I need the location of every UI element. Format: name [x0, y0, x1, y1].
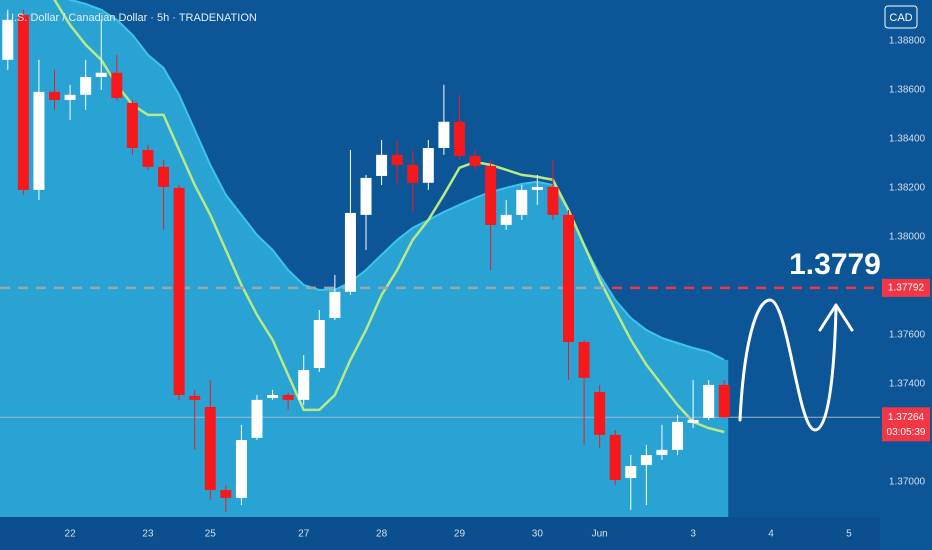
candle-body	[718, 384, 730, 418]
x-tick-label: Jun	[592, 529, 608, 540]
candle-body	[453, 121, 465, 156]
candle-body	[267, 394, 279, 398]
candle-body	[578, 342, 590, 378]
candle-body	[173, 187, 185, 395]
candle-body	[17, 14, 29, 190]
candle-body	[158, 166, 170, 187]
candle-body	[656, 449, 668, 456]
x-tick-label: 3	[690, 529, 696, 540]
chart-header: U.S. Dollar / Canadian Dollar · 5h · TRA…	[6, 12, 257, 24]
x-tick-label: 27	[298, 529, 310, 540]
candle-body	[298, 369, 310, 400]
candle-body	[49, 91, 61, 100]
candle-body	[438, 121, 450, 148]
x-tick-label: 25	[205, 529, 217, 540]
candle-body	[469, 155, 481, 166]
y-tick-label: 1.37000	[889, 477, 926, 488]
x-tick-label: 29	[454, 529, 466, 540]
resistance-annotation: 1.3779	[789, 248, 881, 281]
x-tick-label: 28	[376, 529, 388, 540]
candle-body	[64, 94, 76, 100]
candle-body	[625, 466, 637, 479]
y-tick-label: 1.38000	[889, 232, 926, 243]
candle-body	[282, 394, 294, 400]
candle-body	[407, 164, 419, 183]
candle-body	[640, 455, 652, 466]
x-tick-label: 22	[65, 529, 77, 540]
moving-average	[53, 0, 725, 434]
candle-body	[111, 72, 123, 99]
candle-body	[485, 165, 497, 225]
candle-body	[329, 291, 341, 319]
candle-body	[313, 320, 325, 369]
candle-body	[672, 421, 684, 450]
y-tick-label: 1.38600	[889, 85, 926, 96]
candle-body	[516, 189, 528, 215]
candle-body	[204, 406, 216, 491]
candle-body	[95, 72, 107, 77]
candle-body	[500, 214, 512, 225]
candle-body	[251, 399, 263, 438]
band-upper-line	[67, 0, 725, 361]
candle-body	[531, 186, 543, 190]
wave-path	[738, 298, 838, 432]
candle-body	[391, 154, 403, 165]
candle-body	[126, 102, 138, 148]
candle-body	[344, 212, 356, 292]
y-tick-label: 1.37400	[889, 379, 926, 390]
candle-body	[220, 490, 232, 498]
hand-drawn-arrow	[738, 298, 854, 432]
last-price-label: 1.37264	[888, 412, 925, 423]
candle-body	[547, 186, 559, 215]
candle-body	[609, 434, 621, 481]
candle-body	[2, 19, 14, 60]
candle-body	[33, 91, 45, 190]
x-tick-label: 30	[532, 529, 544, 540]
y-tick-label: 1.38800	[889, 36, 926, 47]
candle-body	[562, 214, 574, 343]
candle-body	[376, 154, 388, 176]
y-tick-label: 1.38200	[889, 183, 926, 194]
x-tick-label: 5	[846, 529, 852, 540]
candle-body	[142, 149, 154, 167]
candle-body	[687, 419, 699, 423]
plot-area	[0, 0, 880, 517]
x-tick-label: 4	[768, 529, 774, 540]
currency-button[interactable]: CAD	[884, 5, 918, 29]
arrow-head	[818, 303, 854, 332]
y-tick-label: 1.37600	[889, 330, 926, 341]
button-label[interactable]: CAD	[889, 12, 912, 24]
resistance-label-box	[882, 278, 930, 297]
candle-body	[422, 147, 434, 183]
countdown-label: 03:05:39	[887, 427, 926, 438]
candle-body	[80, 76, 92, 95]
candle-body	[594, 392, 606, 435]
x-axis-panel	[0, 517, 880, 550]
button-frame[interactable]	[884, 5, 918, 29]
last-price-box	[882, 407, 930, 442]
resistance-label: 1.37792	[888, 283, 925, 294]
candle-body	[703, 384, 715, 419]
axes: 1.38800 1.38600 1.38400 1.38200 1.38000 1.376…	[65, 36, 930, 540]
candle-body	[235, 440, 247, 498]
candle-body	[189, 395, 201, 400]
x-tick-label: 23	[142, 529, 154, 540]
y-tick-label: 1.38400	[889, 134, 926, 145]
candle-body	[360, 177, 372, 215]
